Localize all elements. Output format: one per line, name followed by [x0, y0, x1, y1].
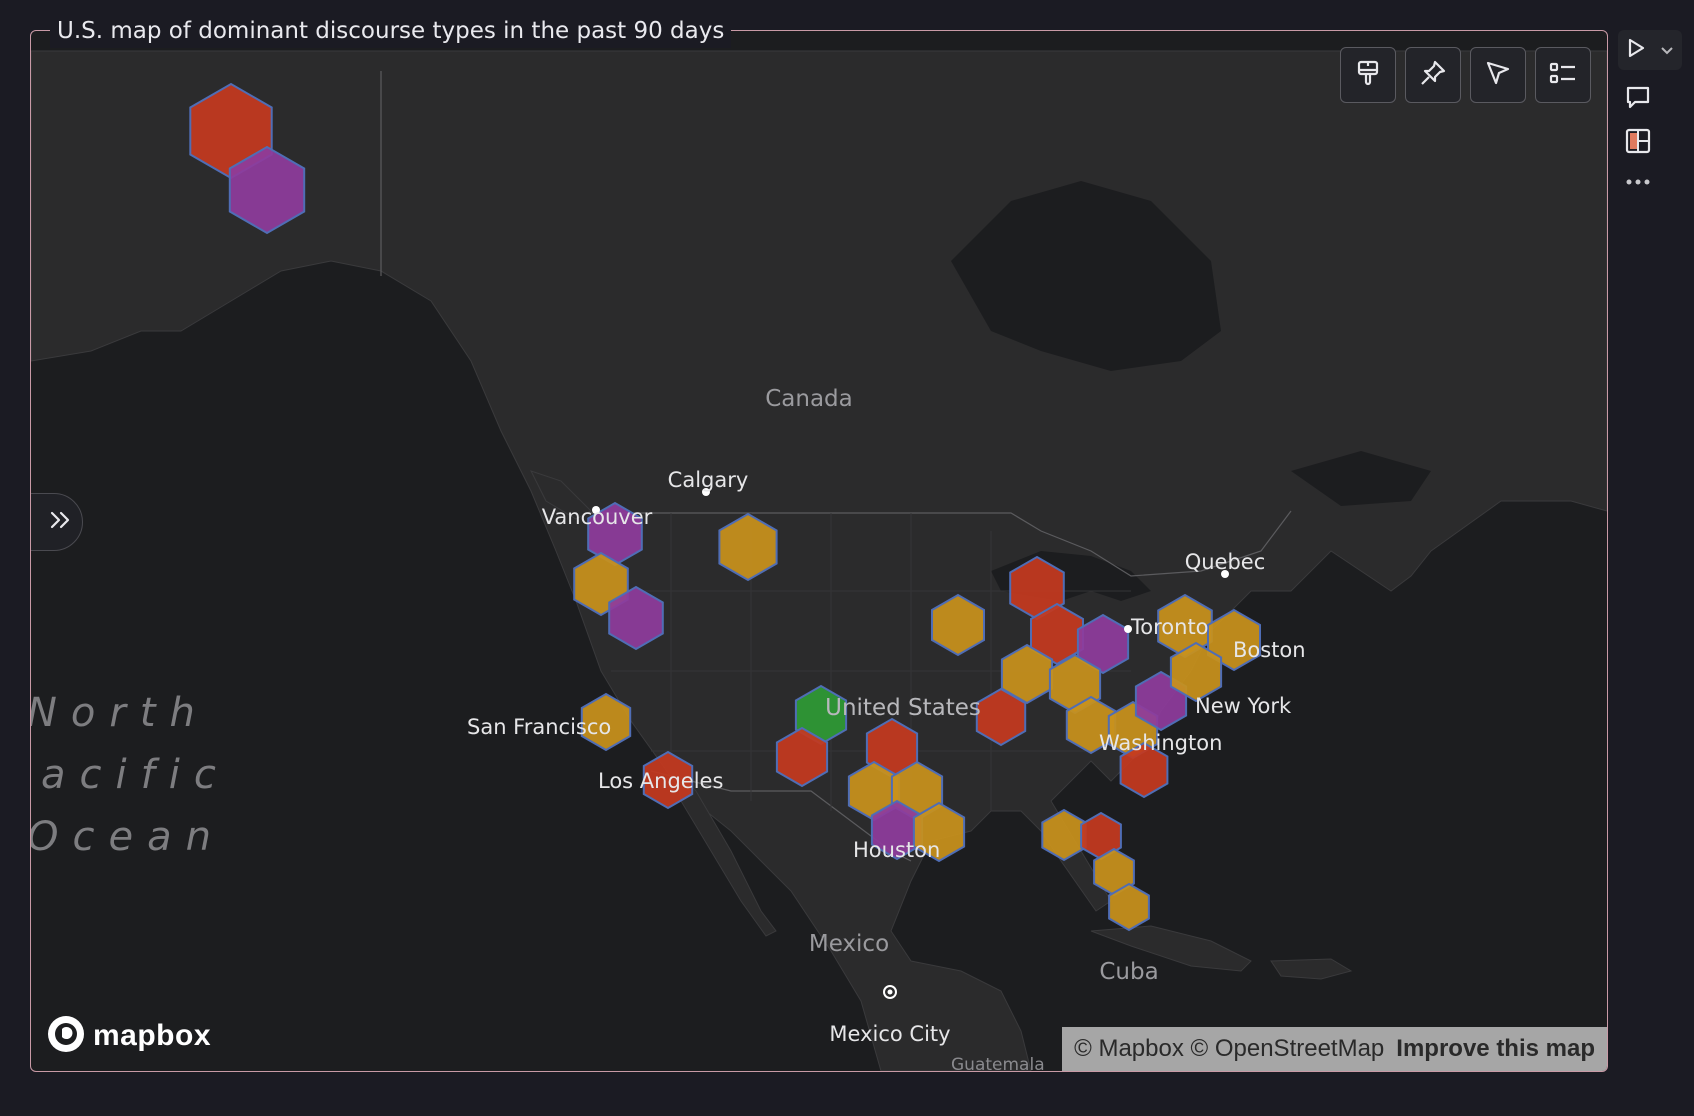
label-guatemala: Guatemala	[951, 1055, 1045, 1071]
side-toolbar	[1618, 30, 1682, 191]
hispaniola-island	[1270, 958, 1353, 980]
map-labels: Canada Calgary Vancouver Quebec Toronto …	[31, 386, 1306, 1071]
label-cuba: Cuba	[1099, 959, 1158, 985]
brush-icon	[1355, 59, 1381, 91]
hexbin-orange-31[interactable]	[1093, 847, 1135, 897]
hexbin-red-9[interactable]	[775, 726, 829, 788]
brush-button[interactable]	[1340, 47, 1396, 103]
more-horizontal-icon	[1625, 172, 1651, 191]
label-vancouver: Vancouver	[542, 505, 653, 529]
us-canada-border	[591, 510, 1292, 577]
hexbin-orange-28[interactable]	[1169, 641, 1223, 703]
label-calgary: Calgary	[668, 468, 749, 492]
city-dots	[592, 488, 1229, 999]
hexbin-purple-2[interactable]	[587, 501, 643, 567]
hexbin-purple-1[interactable]	[228, 145, 306, 235]
hexbin-orange-32[interactable]	[1108, 882, 1150, 932]
pin-icon	[1419, 59, 1447, 91]
hexbin-red-21[interactable]	[975, 687, 1027, 747]
pointer-icon	[1484, 59, 1512, 91]
run-button[interactable]	[1626, 37, 1646, 63]
legend-list-icon	[1549, 61, 1577, 89]
label-san-francisco: San Francisco	[467, 715, 611, 739]
label-houston: Houston	[853, 838, 940, 862]
hexbin-orange-14[interactable]	[912, 801, 966, 863]
label-quebec: Quebec	[1185, 550, 1266, 574]
hexbin-purple-4[interactable]	[608, 585, 664, 651]
chevron-down-icon	[1660, 41, 1674, 60]
label-washington: Washington	[1099, 731, 1222, 755]
vancouver-dot	[592, 506, 600, 514]
label-mexico-city: Mexico City	[829, 1022, 950, 1046]
label-new-york: New York	[1195, 694, 1292, 718]
label-ocean-3: Ocean	[31, 814, 225, 860]
pointer-button[interactable]	[1470, 47, 1526, 103]
toronto-dot	[1124, 625, 1132, 633]
calgary-dot	[702, 488, 710, 496]
label-boston: Boston	[1233, 638, 1306, 662]
chevrons-right-icon	[49, 511, 71, 533]
hexbin-red-25[interactable]	[1119, 741, 1169, 799]
label-mexico: Mexico	[809, 931, 889, 957]
baja-peninsula	[675, 769, 777, 937]
attribution-copyright[interactable]: © Mapbox © OpenStreetMap	[1074, 1035, 1385, 1062]
run-button-group	[1618, 30, 1682, 70]
gulf-of-st-lawrence	[1291, 451, 1431, 506]
mexico-city-dot-center	[887, 989, 893, 995]
hexbin-orange-15[interactable]	[931, 593, 985, 657]
hexbin-layer	[189, 82, 1261, 932]
map-panel: Canada Calgary Vancouver Quebec Toronto …	[30, 30, 1608, 1072]
layout-button[interactable]	[1618, 128, 1658, 158]
mapbox-logo[interactable]: mapbox	[47, 1015, 211, 1057]
label-united-states: United States	[825, 695, 981, 721]
map-canvas[interactable]: Canada Calgary Vancouver Quebec Toronto …	[31, 31, 1607, 1071]
hexbin-orange-5[interactable]	[718, 512, 778, 582]
label-ocean-2: acific	[41, 752, 230, 798]
vancouver-island	[530, 470, 592, 520]
expand-sidebar-button[interactable]	[31, 493, 83, 551]
hudson-bay	[951, 181, 1221, 371]
legend-button[interactable]	[1535, 47, 1591, 103]
hexbin-red-16[interactable]	[1009, 555, 1065, 621]
panel-title: U.S. map of dominant discourse types in …	[50, 14, 732, 48]
pin-button[interactable]	[1405, 47, 1461, 103]
comment-button[interactable]	[1618, 84, 1658, 114]
mapbox-logo-icon	[47, 1015, 85, 1057]
hexbin-red-30[interactable]	[1080, 811, 1122, 861]
run-options-dropdown[interactable]	[1660, 41, 1674, 60]
map-toolbar	[1340, 47, 1591, 103]
cuba-island	[1090, 925, 1252, 972]
label-canada: Canada	[765, 386, 853, 412]
quebec-dot	[1221, 570, 1229, 578]
layout-icon	[1625, 128, 1651, 158]
hexbin-red-7[interactable]	[642, 750, 694, 810]
improve-map-link[interactable]: Improve this map	[1396, 1035, 1595, 1062]
play-icon	[1626, 38, 1646, 63]
more-button[interactable]	[1618, 172, 1658, 191]
label-toronto: Toronto	[1130, 615, 1209, 639]
hexbin-green-8[interactable]	[794, 684, 848, 746]
mapbox-logo-text: mapbox	[93, 1019, 212, 1052]
map-attribution: © Mapbox © OpenStreetMap Improve this ma…	[1062, 1027, 1607, 1071]
label-ocean-1: North	[31, 690, 209, 736]
hexbin-orange-6[interactable]	[580, 692, 632, 752]
mexico-city-dot	[883, 985, 897, 999]
label-los-angeles: Los Angeles	[598, 769, 723, 793]
comment-icon	[1625, 84, 1651, 114]
